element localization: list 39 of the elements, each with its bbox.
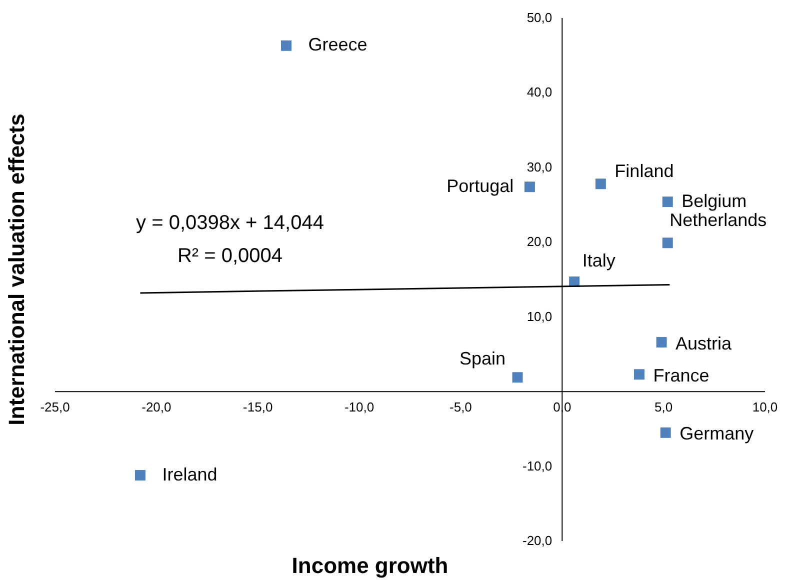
- point: [656, 337, 667, 348]
- y-tick-label: 30,0: [526, 159, 552, 174]
- annotation: Italy: [582, 250, 616, 271]
- point: [595, 178, 606, 190]
- point: [662, 238, 673, 248]
- annotation: Portugal: [446, 176, 514, 196]
- annotation: France: [653, 365, 710, 386]
- annotation: Austria: [676, 333, 733, 354]
- annotation: Greece: [308, 34, 368, 55]
- x-axis-title: Income growth: [292, 553, 448, 578]
- x-tick-label: -20,0: [142, 400, 172, 415]
- annotation: Ireland: [162, 464, 218, 484]
- y-tick-label: 50,0: [526, 10, 552, 25]
- y-tick-label: 20,0: [526, 234, 552, 250]
- annotation: Spain: [459, 348, 506, 368]
- annotation: Germany: [680, 424, 754, 444]
- annotation: Finland: [614, 160, 674, 181]
- y-tick-label: -10,0: [522, 458, 552, 474]
- point: [524, 182, 535, 192]
- point: [662, 196, 673, 208]
- y-tick-label: 40,0: [526, 84, 552, 100]
- y-tick-label: 10,0: [526, 308, 552, 324]
- x-tick-label: -5,0: [450, 400, 472, 415]
- annotation: R² = 0,0004: [177, 245, 283, 267]
- annotation: y = 0,0398x + 14,044: [136, 212, 324, 234]
- x-tick-label: 10,0: [752, 400, 778, 415]
- x-tick-label: -25,0: [40, 400, 70, 415]
- x-tick-label: -15,0: [243, 400, 273, 415]
- point: [512, 372, 523, 383]
- annotation: Netherlands: [670, 210, 767, 230]
- point: [281, 40, 292, 51]
- x-tick-label: -10,0: [344, 400, 374, 415]
- point: [660, 427, 671, 438]
- x-tick-label: 5,0: [654, 400, 673, 415]
- point: [134, 470, 146, 480]
- y-tick-label: -20,0: [522, 533, 552, 548]
- annotation: Belgium: [682, 190, 747, 211]
- point: [634, 369, 644, 380]
- y-axis-title: International valuation effects: [4, 114, 29, 426]
